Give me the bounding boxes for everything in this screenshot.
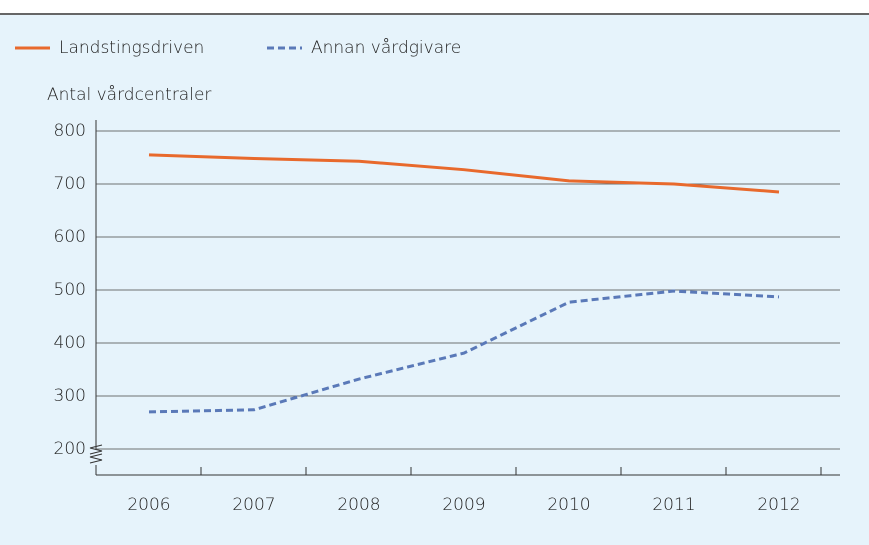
y-tick-label: 500 xyxy=(54,280,86,300)
legend-label: Annan vårdgivare xyxy=(311,37,461,58)
y-tick-label: 300 xyxy=(54,386,86,406)
x-tick-label: 2012 xyxy=(757,495,800,515)
x-tick-label: 2010 xyxy=(547,495,590,515)
background xyxy=(0,15,869,545)
x-tick-label: 2008 xyxy=(337,495,380,515)
y-tick-label: 600 xyxy=(54,227,86,247)
x-tick-label: 2011 xyxy=(652,495,695,515)
y-tick-label: 200 xyxy=(54,439,86,459)
x-tick-label: 2009 xyxy=(442,495,485,515)
series-line xyxy=(148,153,780,194)
legend-label: Landstingsdriven xyxy=(59,38,204,58)
y-axis-label: Antal vårdcentraler xyxy=(47,84,211,105)
x-tick-label: 2006 xyxy=(127,495,170,515)
y-tick-label: 400 xyxy=(54,333,86,353)
x-tick-label: 2007 xyxy=(232,495,275,515)
y-tick-label: 700 xyxy=(54,174,86,194)
series-line xyxy=(148,289,780,414)
y-tick-label: 800 xyxy=(54,121,86,141)
